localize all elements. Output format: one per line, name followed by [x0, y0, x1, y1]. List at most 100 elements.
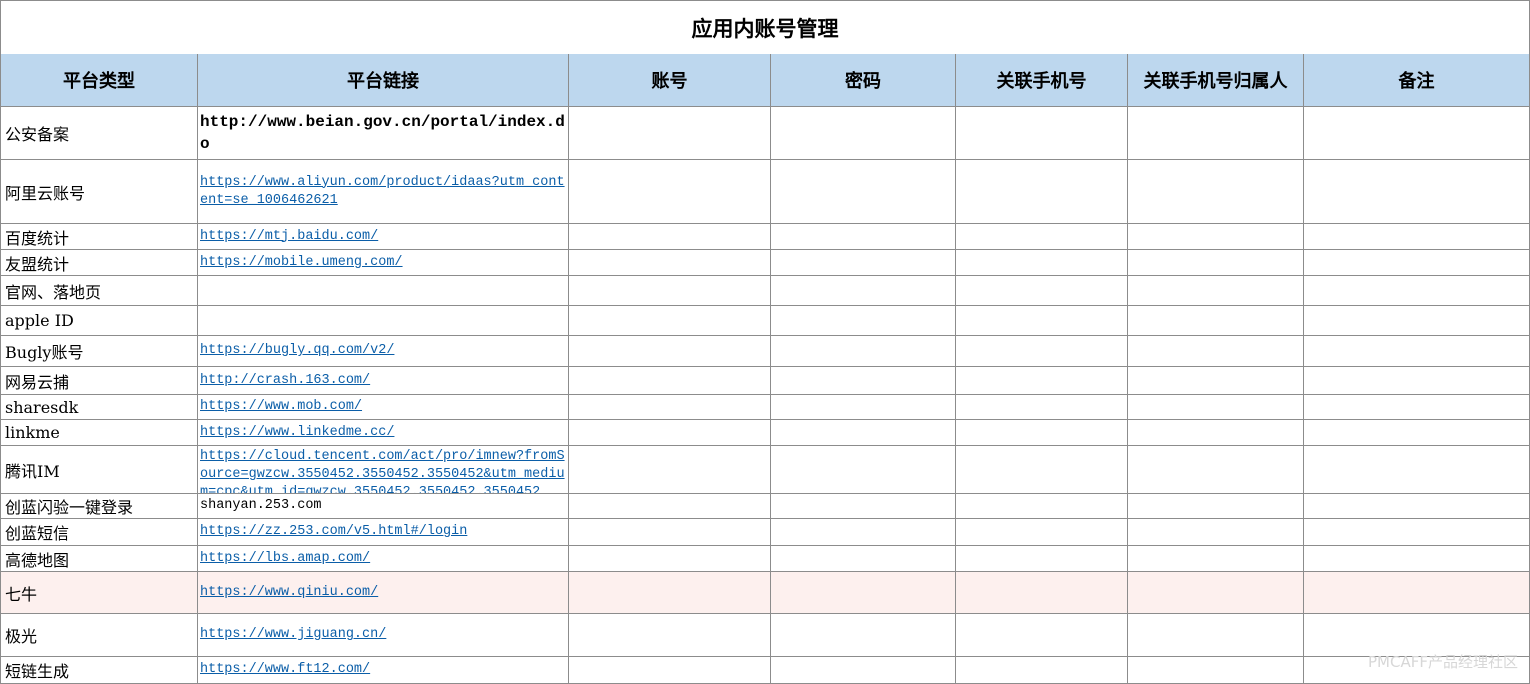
empty-cell [956, 519, 1128, 546]
platform-link[interactable]: https://mtj.baidu.com/ [198, 224, 569, 250]
empty-cell [1128, 572, 1304, 614]
platform-type: 高德地图 [0, 546, 198, 572]
column-header: 平台类型 [0, 54, 198, 107]
empty-cell [956, 420, 1128, 446]
empty-cell [569, 224, 771, 250]
empty-cell [771, 336, 956, 367]
empty-cell [569, 367, 771, 395]
platform-type: 七牛 [0, 572, 198, 614]
empty-cell [1304, 395, 1530, 420]
empty-cell [771, 224, 956, 250]
empty-cell [1304, 572, 1530, 614]
empty-cell [956, 306, 1128, 336]
empty-cell [569, 107, 771, 160]
empty-cell [1128, 306, 1304, 336]
platform-type: 短链生成 [0, 657, 198, 684]
empty-cell [569, 614, 771, 657]
platform-link[interactable]: http://crash.163.com/ [198, 367, 569, 395]
empty-cell [1128, 367, 1304, 395]
empty-cell [956, 160, 1128, 224]
empty-cell [569, 420, 771, 446]
empty-cell [569, 519, 771, 546]
empty-cell [771, 306, 956, 336]
empty-cell [956, 572, 1128, 614]
empty-cell [569, 160, 771, 224]
empty-cell [1304, 367, 1530, 395]
empty-cell [1304, 420, 1530, 446]
platform-type: 创蓝闪验一键登录 [0, 494, 198, 519]
empty-cell [1128, 519, 1304, 546]
empty-cell [771, 107, 956, 160]
platform-type: 百度统计 [0, 224, 198, 250]
empty-cell [1128, 107, 1304, 160]
platform-link: http://www.beian.gov.cn/portal/index.do [198, 107, 569, 160]
empty-cell [569, 276, 771, 306]
empty-cell [771, 519, 956, 546]
empty-cell [1128, 250, 1304, 276]
empty-cell [569, 546, 771, 572]
platform-link[interactable]: https://www.aliyun.com/product/idaas?utm… [198, 160, 569, 224]
empty-cell [771, 614, 956, 657]
platform-link[interactable]: https://bugly.qq.com/v2/ [198, 336, 569, 367]
empty-cell [1304, 494, 1530, 519]
empty-cell [956, 395, 1128, 420]
platform-type: 阿里云账号 [0, 160, 198, 224]
empty-cell [771, 572, 956, 614]
empty-cell [1304, 250, 1530, 276]
empty-cell [771, 494, 956, 519]
column-header: 备注 [1304, 54, 1530, 107]
platform-link[interactable]: https://lbs.amap.com/ [198, 546, 569, 572]
column-header: 账号 [569, 54, 771, 107]
platform-type: 腾讯IM [0, 446, 198, 494]
empty-cell [956, 107, 1128, 160]
empty-cell [956, 224, 1128, 250]
empty-cell [956, 657, 1128, 684]
empty-cell [1304, 107, 1530, 160]
platform-link[interactable]: https://www.linkedme.cc/ [198, 420, 569, 446]
empty-cell [1304, 519, 1530, 546]
empty-cell [1128, 494, 1304, 519]
empty-cell [1128, 336, 1304, 367]
platform-link[interactable]: https://www.qiniu.com/ [198, 572, 569, 614]
empty-cell [956, 276, 1128, 306]
empty-cell [1128, 446, 1304, 494]
empty-cell [956, 494, 1128, 519]
empty-cell [1304, 160, 1530, 224]
empty-cell [569, 446, 771, 494]
empty-cell [771, 367, 956, 395]
platform-link [198, 276, 569, 306]
empty-cell [1304, 446, 1530, 494]
empty-cell [569, 395, 771, 420]
empty-cell [1304, 336, 1530, 367]
empty-cell [956, 250, 1128, 276]
platform-link[interactable]: https://zz.253.com/v5.html#/login [198, 519, 569, 546]
empty-cell [956, 367, 1128, 395]
platform-link[interactable]: https://mobile.umeng.com/ [198, 250, 569, 276]
empty-cell [569, 336, 771, 367]
empty-cell [569, 572, 771, 614]
platform-link[interactable]: https://www.jiguang.cn/ [198, 614, 569, 657]
platform-link[interactable]: https://www.mob.com/ [198, 395, 569, 420]
empty-cell [1128, 224, 1304, 250]
empty-cell [771, 546, 956, 572]
empty-cell [771, 276, 956, 306]
empty-cell [569, 250, 771, 276]
empty-cell [1304, 276, 1530, 306]
platform-type: Bugly账号 [0, 336, 198, 367]
empty-cell [771, 250, 956, 276]
platform-type: 公安备案 [0, 107, 198, 160]
platform-link [198, 306, 569, 336]
empty-cell [771, 446, 956, 494]
empty-cell [956, 546, 1128, 572]
empty-cell [771, 420, 956, 446]
empty-cell [1128, 657, 1304, 684]
empty-cell [1128, 160, 1304, 224]
column-header: 关联手机号归属人 [1128, 54, 1304, 107]
empty-cell [1304, 306, 1530, 336]
empty-cell [771, 395, 956, 420]
platform-link[interactable]: https://cloud.tencent.com/act/pro/imnew?… [198, 446, 569, 494]
empty-cell [956, 446, 1128, 494]
platform-link[interactable]: https://www.ft12.com/ [198, 657, 569, 684]
empty-cell [1128, 276, 1304, 306]
